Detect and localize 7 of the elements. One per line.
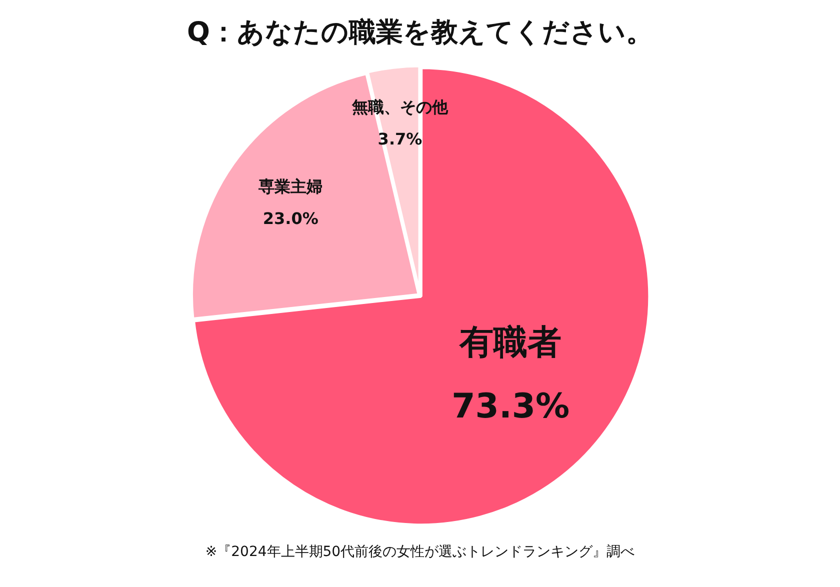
text: ※『2024年上半期50代前後の女性が選ぶトレンドランキング』調べ: [204, 543, 636, 561]
chart-title: Q：あなたの職業を教えてください。: [186, 16, 654, 50]
slice-label: 専業主婦: [258, 177, 323, 196]
data-label: 23.0%: [262, 209, 318, 228]
data-label: 73.3%: [452, 386, 570, 427]
slice-label: 有職者: [458, 322, 562, 363]
data-label: 3.7%: [378, 129, 422, 148]
